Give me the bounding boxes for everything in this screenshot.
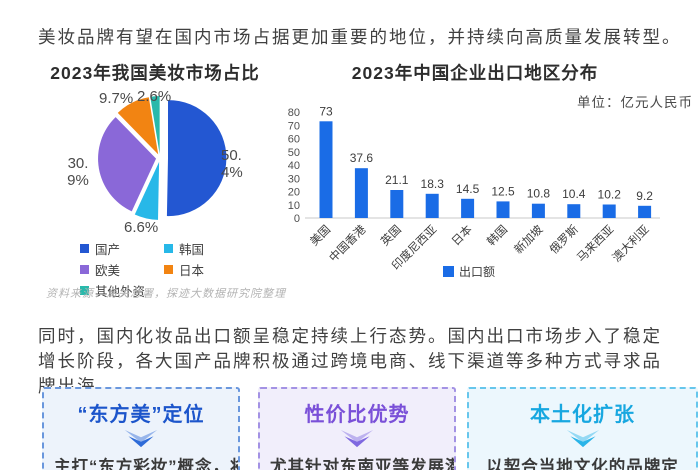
bar-segment	[354, 168, 368, 218]
legend-label: 国产	[95, 243, 121, 257]
pie-percent-label: 9.7%	[99, 90, 134, 107]
pie-legend-item: 国产	[80, 239, 164, 258]
y-axis-tick: 10	[288, 200, 300, 212]
bar-segment	[602, 204, 616, 218]
bar-value-label: 73	[319, 104, 333, 118]
pie-percent-label: 2.6%	[137, 88, 172, 105]
bar-segment	[496, 201, 510, 218]
pie-chart-title: 2023年我国美妆市场占比	[50, 63, 260, 83]
y-axis-tick: 60	[288, 134, 300, 146]
pie-slice	[150, 96, 160, 155]
card-title: 本土化扩张	[530, 404, 635, 426]
pie-slice	[134, 161, 160, 220]
x-axis-label: 新加坡	[511, 222, 546, 257]
legend-label: 日本	[179, 264, 205, 278]
bar-segment	[319, 121, 333, 218]
pie-slice	[117, 97, 159, 155]
strategy-card-bentuhua: 本土化扩张 以契合当地文化的品牌定	[467, 387, 698, 470]
bar-segment	[425, 193, 439, 218]
card-body: 主打“东方彩妆”概念，将	[54, 458, 238, 470]
card-body: 尤其针对东南亚等发展潜	[270, 458, 454, 470]
bar-legend-label: 出口额	[459, 265, 495, 279]
bar-value-label: 21.1	[385, 173, 409, 187]
bar-value-label: 9.2	[636, 189, 653, 203]
bar-value-label: 10.2	[598, 188, 622, 202]
legend-label: 韩国	[179, 243, 205, 257]
pie-slice	[166, 100, 227, 217]
card-title: 性价比优势	[304, 404, 410, 426]
x-axis-label: 澳大利亚	[609, 222, 651, 264]
pie-legend-item: 韩国	[164, 239, 204, 258]
bar-legend-swatch-icon	[443, 266, 454, 277]
pie-legend-column: 国产 欧美 其他外资	[80, 239, 164, 302]
body-text: 同时，国内化妆品出口额呈稳定持续上行态势。国内出口市场步入了稳定增长阶段，各大国…	[38, 325, 662, 397]
bar-value-label: 37.6	[350, 151, 374, 165]
y-axis-tick: 40	[288, 160, 300, 172]
x-axis-label: 美国	[307, 222, 333, 248]
pie-legend-column: 韩国 日本	[164, 239, 204, 302]
pie-percent-label: 6.6%	[124, 219, 159, 236]
bar-value-label: 14.5	[456, 182, 480, 196]
y-axis-tick: 70	[288, 120, 300, 132]
x-axis-label: 俄罗斯	[547, 223, 581, 257]
y-axis-tick: 0	[294, 213, 300, 225]
x-axis-label: 日本	[449, 222, 476, 249]
source-note: 资料来源：海关总署，探迹大数据研究院整理	[46, 288, 286, 300]
pie-legend-item: 欧美	[80, 260, 164, 279]
strategy-card-xingjiabi: 性价比优势 尤其针对东南亚等发展潜	[258, 387, 456, 470]
legend-swatch-icon	[80, 265, 89, 274]
bar-segment	[567, 204, 581, 218]
y-axis-tick: 50	[288, 147, 300, 159]
legend-swatch-icon	[80, 244, 89, 253]
card-title: “东方美”定位	[77, 404, 205, 426]
pie-legend: 国产欧美其他外资 韩国日本	[80, 239, 204, 302]
card-body: 以契合当地文化的品牌定	[486, 458, 679, 470]
pie-percent-label: 30.9%	[67, 155, 89, 189]
pie-chart	[98, 96, 227, 220]
chevron-down-icon	[124, 430, 158, 448]
bar-segment	[390, 190, 404, 218]
y-axis-tick: 20	[288, 187, 300, 199]
legend-label: 其他外资	[95, 285, 146, 299]
bar-chart-title: 2023年中国企业出口地区分布	[351, 63, 599, 83]
y-axis-tick: 80	[288, 107, 300, 119]
chevron-down-icon	[566, 430, 599, 448]
legend-label: 欧美	[95, 264, 121, 278]
x-axis-label: 马来西亚	[575, 223, 617, 265]
x-axis-label: 韩国	[484, 222, 510, 248]
y-axis-tick: 30	[288, 173, 300, 185]
pie-percent-label: 50.4%	[221, 147, 243, 181]
bar-value-label: 12.5	[491, 184, 515, 198]
bar-segment	[461, 198, 475, 218]
bar-value-label: 10.4	[562, 187, 586, 201]
legend-swatch-icon	[80, 286, 89, 295]
chevron-down-icon	[340, 430, 374, 448]
strategy-card-dongfangmei: “东方美”定位 主打“东方彩妆”概念，将	[42, 387, 240, 470]
pie-slice	[98, 117, 157, 212]
x-axis-label: 英国	[378, 222, 404, 248]
intro-text: 美妆品牌有望在国内市场占据更加重要的地位，并持续向高质量发展转型。	[38, 26, 682, 47]
unit-note: 单位：亿元人民币	[577, 95, 693, 110]
bar-value-label: 10.8	[527, 187, 551, 201]
pie-legend-item: 日本	[164, 260, 204, 279]
bar-segment	[531, 203, 545, 218]
pie-legend-item: 其他外资	[80, 281, 164, 300]
legend-swatch-icon	[164, 265, 173, 274]
x-axis-label: 中国香港	[327, 223, 369, 265]
bar-segment	[638, 205, 652, 218]
legend-swatch-icon	[164, 244, 173, 253]
bar-value-label: 18.3	[421, 177, 445, 191]
